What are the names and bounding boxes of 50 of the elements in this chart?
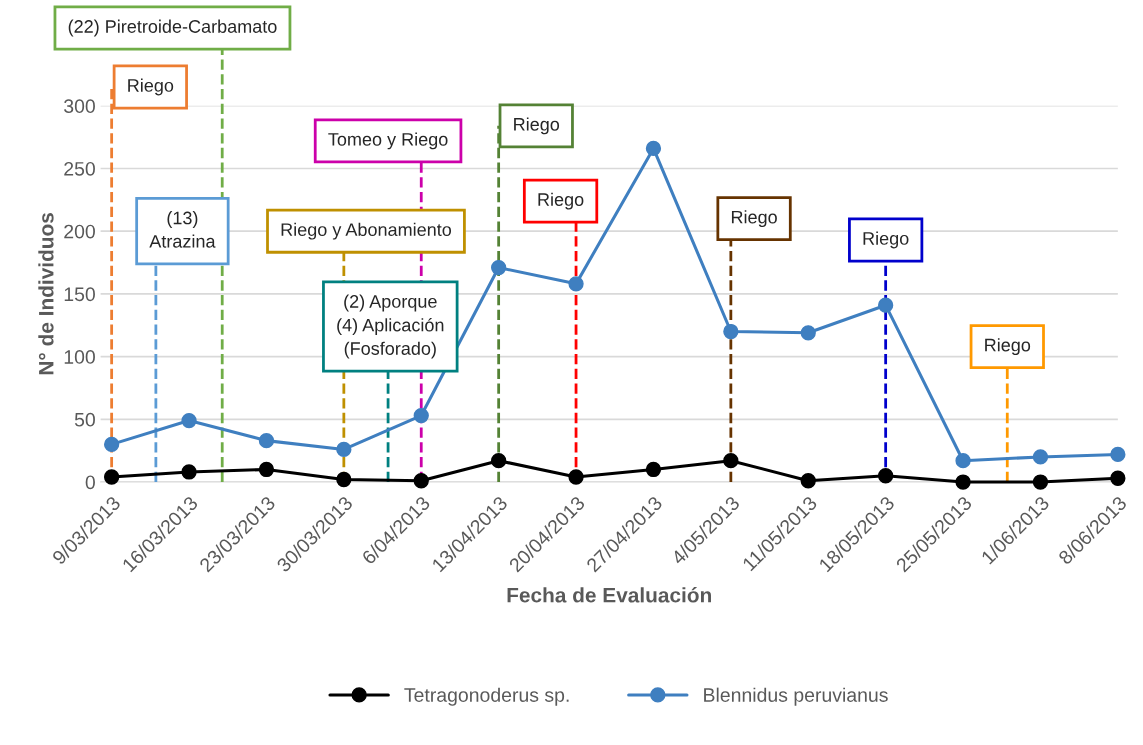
point [645,461,662,478]
point [181,412,197,429]
ref-line-label: Tomeo y Riego [328,132,448,150]
ref-line-label: (22) Piretroide-Carbamato [68,19,277,37]
point [1032,474,1049,490]
y-tick-label: 0 [85,475,95,490]
ref-line-label: Riego y Abonamiento [281,222,452,240]
ref-line-label: Riego [128,78,174,96]
ref-line-label: Riego [538,192,584,210]
ref-line-label: Riego [863,231,909,249]
y-tick-label: 150 [64,287,95,302]
point [181,464,197,480]
ref-line-label: (2) Aporque (4) Aplicación (Fosforado) [337,294,444,359]
point [413,473,429,489]
point [955,453,971,469]
legend-label: Blennidus peruvianus [704,687,888,706]
point [568,276,584,292]
ref-line-label: Riego [985,338,1031,355]
point [1110,446,1126,463]
y-tick-label: 200 [64,224,95,239]
ref-line-label: Riego [514,117,560,135]
y-tick-label: 250 [64,161,95,176]
ref-line-label: Riego [731,210,777,228]
x-axis-title: Fecha de Evaluación [507,587,711,603]
point [336,471,352,488]
y-tick-label: 50 [74,412,95,427]
point [491,453,507,469]
point [723,323,739,340]
y-tick-label: 100 [64,350,95,364]
point [104,436,120,453]
point [568,469,584,485]
point [491,259,507,276]
point [336,441,352,458]
point [1110,470,1126,486]
point [800,325,816,341]
point [258,461,275,478]
point [645,140,662,157]
legend-label: Tetragonoderus sp. [404,687,569,706]
point [723,453,739,469]
y-axis-title: N° de Individuos [38,213,54,375]
y-tick-label: 300 [64,99,95,114]
point [258,432,275,449]
point [1032,449,1049,465]
point [413,407,429,424]
point [104,469,120,485]
point [800,473,816,489]
point [878,297,894,313]
point [955,474,971,490]
ref-line-label: (13) Atrazina [149,211,216,248]
point [878,468,894,484]
